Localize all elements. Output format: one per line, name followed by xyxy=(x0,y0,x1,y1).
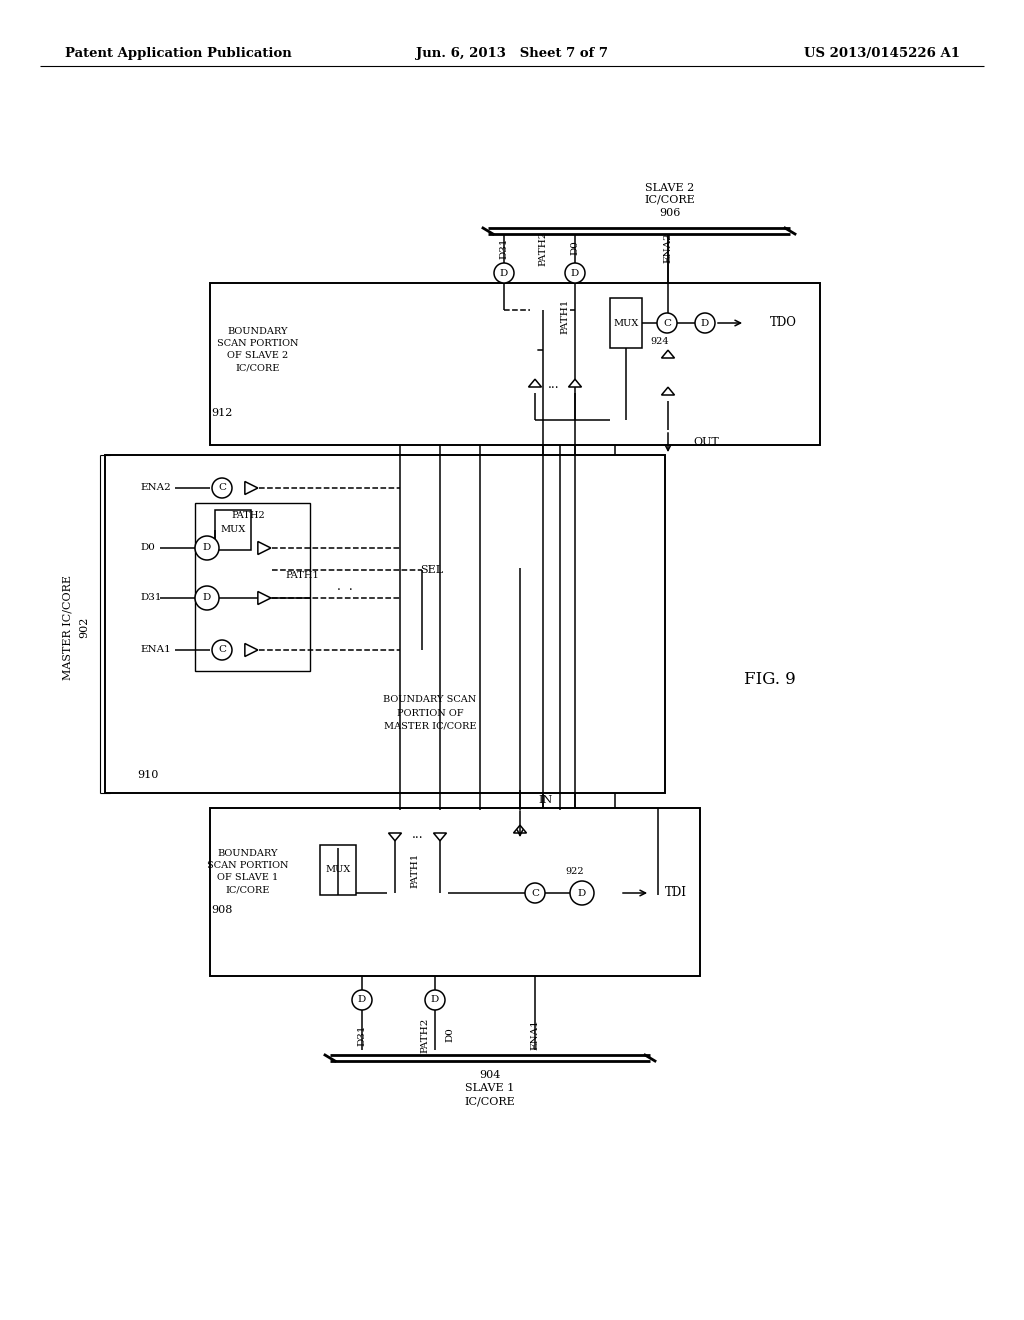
Text: PATH2: PATH2 xyxy=(539,230,548,265)
Ellipse shape xyxy=(657,313,677,333)
Text: PATH1: PATH1 xyxy=(285,570,318,579)
Text: SEL: SEL xyxy=(420,565,443,576)
Text: 902: 902 xyxy=(79,616,89,638)
Polygon shape xyxy=(662,350,675,358)
Text: ENA1: ENA1 xyxy=(140,645,171,655)
Bar xyxy=(210,282,820,445)
Text: OF SLAVE 2: OF SLAVE 2 xyxy=(227,351,289,360)
Bar xyxy=(215,510,251,550)
Text: ENA2: ENA2 xyxy=(664,232,673,264)
Text: 910: 910 xyxy=(137,770,159,780)
Text: IC/CORE: IC/CORE xyxy=(236,363,281,372)
Ellipse shape xyxy=(570,880,594,906)
Text: MUX: MUX xyxy=(326,866,350,874)
Text: ENA1: ENA1 xyxy=(530,1019,540,1051)
Text: SLAVE 2: SLAVE 2 xyxy=(645,183,694,193)
Text: D31: D31 xyxy=(500,238,509,259)
Text: D0: D0 xyxy=(445,1027,455,1043)
Text: BOUNDARY: BOUNDARY xyxy=(227,327,288,337)
Text: ...: ... xyxy=(548,378,560,391)
Text: BOUNDARY: BOUNDARY xyxy=(218,850,279,858)
Bar xyxy=(195,503,310,671)
Text: D: D xyxy=(357,995,367,1005)
Text: Patent Application Publication: Patent Application Publication xyxy=(65,46,292,59)
Polygon shape xyxy=(388,833,401,841)
Polygon shape xyxy=(258,541,271,554)
Polygon shape xyxy=(513,825,526,833)
Polygon shape xyxy=(528,379,542,387)
Text: 922: 922 xyxy=(565,867,585,876)
Ellipse shape xyxy=(494,263,514,282)
Bar xyxy=(319,845,356,895)
Text: IC/CORE: IC/CORE xyxy=(465,1096,515,1106)
Text: OUT: OUT xyxy=(693,437,719,447)
Text: BOUNDARY SCAN: BOUNDARY SCAN xyxy=(383,696,476,705)
Polygon shape xyxy=(245,644,258,656)
Polygon shape xyxy=(433,833,446,841)
Ellipse shape xyxy=(212,640,232,660)
Text: IC/CORE: IC/CORE xyxy=(226,886,270,895)
Text: ENA2: ENA2 xyxy=(140,483,171,492)
Text: SLAVE 1: SLAVE 1 xyxy=(465,1082,515,1093)
Text: 908: 908 xyxy=(211,906,232,915)
Text: D0: D0 xyxy=(140,544,155,553)
Text: D: D xyxy=(570,268,580,277)
Polygon shape xyxy=(245,482,258,495)
Text: MUX: MUX xyxy=(220,525,246,535)
Text: MASTER IC/CORE: MASTER IC/CORE xyxy=(384,722,476,730)
Text: IN: IN xyxy=(538,795,552,805)
Text: PATH2: PATH2 xyxy=(231,511,265,520)
Text: 906: 906 xyxy=(659,209,681,218)
Bar xyxy=(210,808,700,975)
Text: PATH1: PATH1 xyxy=(411,853,420,887)
Text: TDO: TDO xyxy=(770,317,797,330)
Text: D: D xyxy=(500,268,508,277)
Bar xyxy=(105,455,665,793)
Text: US 2013/0145226 A1: US 2013/0145226 A1 xyxy=(804,46,961,59)
Ellipse shape xyxy=(425,990,445,1010)
Text: ·  ·: · · xyxy=(337,583,353,597)
Text: MASTER IC/CORE: MASTER IC/CORE xyxy=(63,574,73,680)
Ellipse shape xyxy=(565,263,585,282)
Text: D: D xyxy=(578,888,586,898)
Text: FIG. 9: FIG. 9 xyxy=(744,672,796,689)
Text: PATH2: PATH2 xyxy=(421,1018,429,1052)
Text: C: C xyxy=(531,888,539,898)
Text: D0: D0 xyxy=(570,240,580,256)
Text: C: C xyxy=(663,318,671,327)
Text: D: D xyxy=(700,318,710,327)
Bar xyxy=(610,298,642,348)
Polygon shape xyxy=(662,387,675,395)
Text: Jun. 6, 2013   Sheet 7 of 7: Jun. 6, 2013 Sheet 7 of 7 xyxy=(416,46,608,59)
Text: MUX: MUX xyxy=(613,318,639,327)
Ellipse shape xyxy=(352,990,372,1010)
Text: D31: D31 xyxy=(140,594,162,602)
Text: ...: ... xyxy=(413,829,424,842)
Text: SCAN PORTION: SCAN PORTION xyxy=(207,862,289,870)
Polygon shape xyxy=(568,379,582,387)
Text: D: D xyxy=(431,995,439,1005)
Text: SCAN PORTION: SCAN PORTION xyxy=(217,339,299,348)
Text: 912: 912 xyxy=(211,408,232,418)
Text: C: C xyxy=(218,483,226,492)
Ellipse shape xyxy=(212,478,232,498)
Ellipse shape xyxy=(525,883,545,903)
Ellipse shape xyxy=(195,536,219,560)
Polygon shape xyxy=(258,591,271,605)
Text: IC/CORE: IC/CORE xyxy=(645,195,695,205)
Text: 904: 904 xyxy=(479,1071,501,1080)
Text: C: C xyxy=(218,645,226,655)
Text: D: D xyxy=(203,594,211,602)
Ellipse shape xyxy=(695,313,715,333)
Text: PORTION OF: PORTION OF xyxy=(396,709,463,718)
Text: TDI: TDI xyxy=(665,887,687,899)
Ellipse shape xyxy=(195,586,219,610)
Text: OF SLAVE 1: OF SLAVE 1 xyxy=(217,874,279,883)
Text: D: D xyxy=(203,544,211,553)
Text: 924: 924 xyxy=(650,338,670,346)
Text: PATH1: PATH1 xyxy=(560,298,569,334)
Text: D31: D31 xyxy=(357,1024,367,1045)
